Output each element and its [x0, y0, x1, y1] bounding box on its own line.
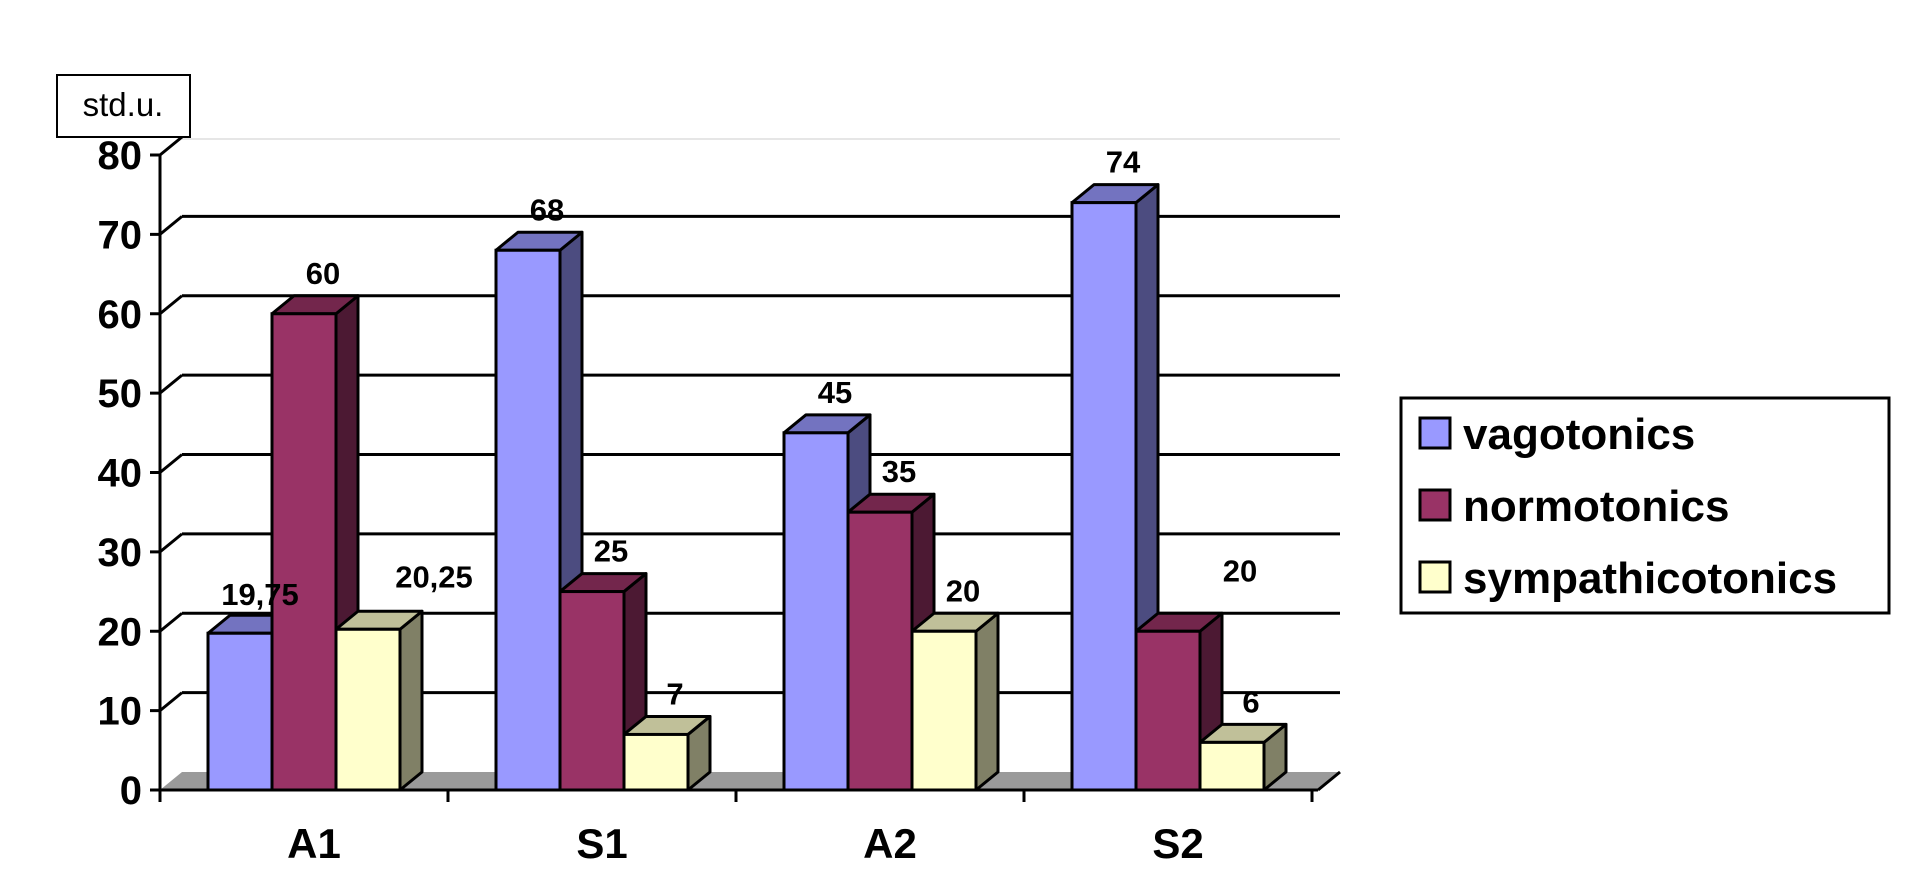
data-label-normotonics-A1: 60 — [306, 256, 340, 291]
bar-sympathicotonics-A2 — [910, 611, 1000, 792]
y-tick-label: 30 — [98, 531, 143, 575]
bar-sympathicotonics-S1 — [622, 714, 712, 792]
data-label-vagotonics-A2: 45 — [818, 375, 852, 410]
bars — [206, 183, 1288, 792]
x-category-label-S2: S2 — [1152, 820, 1203, 867]
x-category-label-A1: A1 — [287, 820, 341, 867]
bar-side — [398, 609, 424, 792]
y-tick-label: 10 — [98, 690, 143, 734]
x-axis-right-depth — [1317, 770, 1341, 792]
y-tick-label: 40 — [98, 452, 143, 496]
legend-swatch — [1418, 560, 1452, 594]
bar-front — [622, 732, 690, 792]
bar-front — [334, 627, 402, 792]
bar-front — [1134, 629, 1202, 792]
legend-label: vagotonics — [1463, 410, 1695, 459]
y-tick-label: 20 — [98, 610, 143, 654]
gridline-depth — [159, 532, 183, 554]
plot-floor — [160, 772, 1340, 790]
data-labels: 19,75 60 20,25 68 25 7 45 35 20 74 20 6 — [221, 145, 1259, 720]
legend-entry-vagotonics: vagotonics — [1418, 410, 1695, 459]
legend: vagotonics normotonics sympathicotonics — [1399, 396, 1891, 615]
y-tick-labels: 0 10 20 30 40 50 60 70 80 — [98, 134, 143, 813]
bar-sympathicotonics-A1 — [334, 609, 424, 792]
gridline-depth — [159, 612, 183, 633]
gridline-depth — [159, 453, 183, 474]
y-tick-label: 50 — [98, 372, 143, 416]
gridline-depth — [159, 215, 183, 236]
legend-swatch — [1418, 416, 1452, 450]
data-label-vagotonics-S1: 68 — [530, 192, 564, 227]
bar-side — [974, 611, 1000, 792]
bar-front — [206, 631, 274, 792]
legend-label: normotonics — [1463, 482, 1729, 531]
data-label-vagotonics-A1: 19,75 — [221, 577, 299, 612]
unit-label-box: std.u. — [56, 74, 191, 138]
y-axis-top-depth — [159, 136, 183, 156]
x-category-labels: A1 S1 A2 S2 — [287, 820, 1204, 867]
bar-front — [270, 312, 338, 792]
gridline-depth — [159, 294, 183, 315]
axes — [150, 136, 1341, 802]
data-label-sympathicotonics-A1: 20,25 — [395, 559, 473, 594]
gridline-depth — [159, 691, 183, 712]
legend-entry-sympathicotonics: sympathicotonics — [1418, 554, 1837, 603]
bar-front — [846, 510, 914, 792]
y-tick-label: 80 — [98, 134, 143, 178]
bar-front — [494, 248, 562, 792]
bar-front — [558, 590, 626, 792]
x-category-label-A2: A2 — [863, 820, 917, 867]
data-label-sympathicotonics-S2: 6 — [1242, 684, 1259, 719]
legend-swatch — [1418, 488, 1452, 522]
data-label-normotonics-S1: 25 — [594, 534, 628, 569]
data-label-normotonics-S2: 20 — [1223, 553, 1257, 588]
x-category-label-S1: S1 — [576, 820, 627, 867]
bar-front — [1070, 201, 1138, 792]
y-tick-label: 70 — [98, 213, 143, 257]
legend-label: sympathicotonics — [1463, 554, 1837, 603]
data-label-sympathicotonics-A2: 20 — [946, 573, 980, 608]
data-label-vagotonics-S2: 74 — [1106, 145, 1141, 180]
plot-walls — [160, 138, 1340, 790]
legend-entry-normotonics: normotonics — [1418, 482, 1729, 531]
y-tick-label: 0 — [120, 769, 142, 813]
data-label-sympathicotonics-S1: 7 — [666, 676, 683, 711]
gridline-depth — [159, 373, 183, 395]
data-label-normotonics-A2: 35 — [882, 454, 916, 489]
bar-front — [910, 629, 978, 792]
bar-sympathicotonics-S2 — [1198, 722, 1288, 792]
bar-front — [1198, 740, 1266, 792]
y-tick-label: 60 — [98, 293, 143, 337]
unit-label: std.u. — [83, 86, 164, 123]
bar-front — [782, 431, 850, 792]
